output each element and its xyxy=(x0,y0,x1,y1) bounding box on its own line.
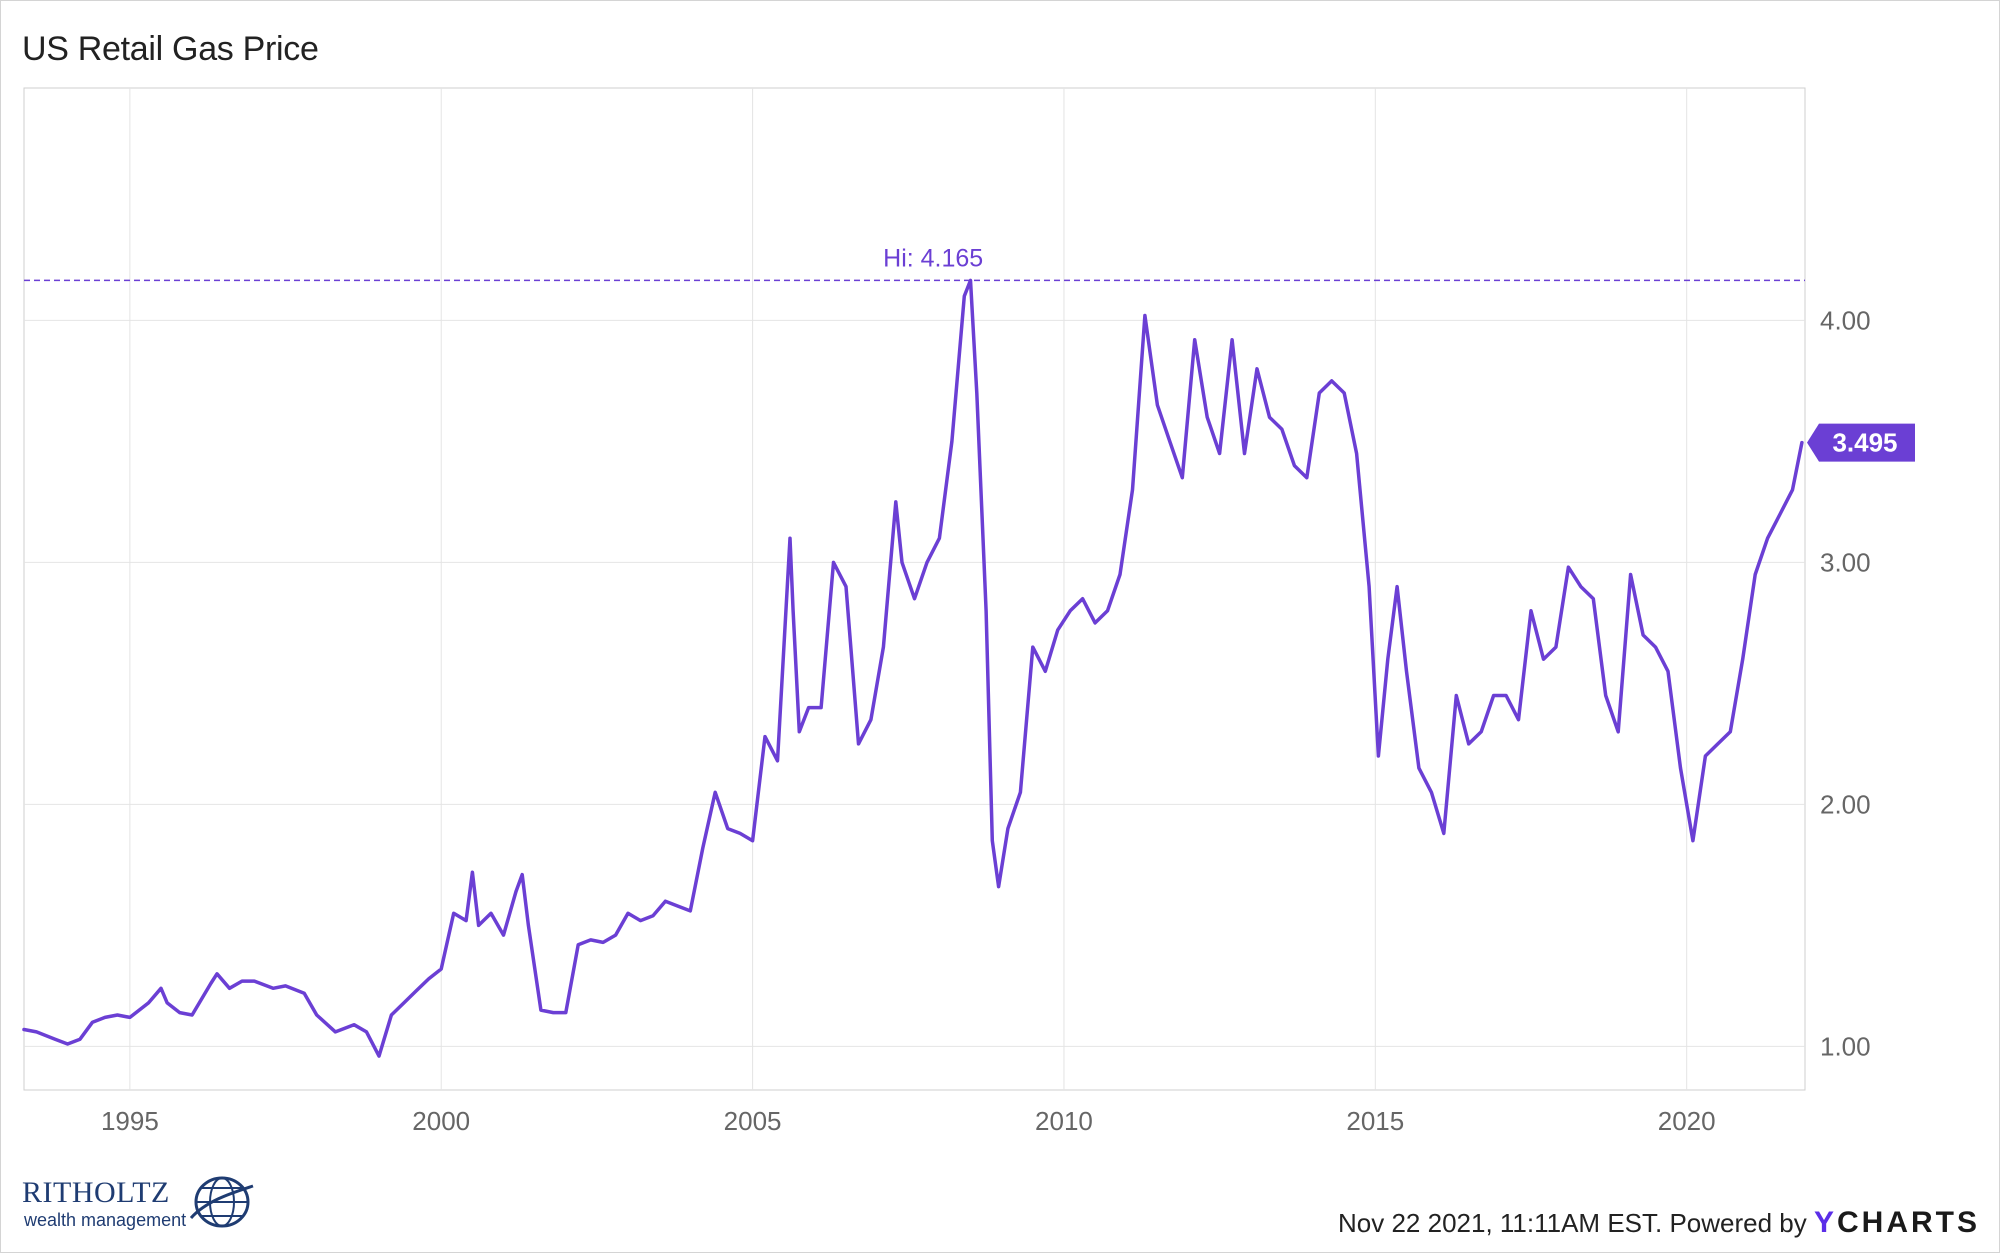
x-tick-label: 2015 xyxy=(1346,1106,1404,1136)
axis-layer: 1995 2000 2005 2010 2015 2020 1.00 2.00 3.00 4.00 xyxy=(101,305,1871,1136)
ycharts-brand-rest: CHARTS xyxy=(1837,1206,1980,1239)
logo-name: RITHOLTZ xyxy=(22,1176,170,1209)
gas-price-line xyxy=(22,278,1804,1058)
series-layer xyxy=(22,278,1804,1058)
x-tick-label: 2000 xyxy=(412,1106,470,1136)
chart-title: US Retail Gas Price xyxy=(22,30,319,68)
plot-area-border xyxy=(23,87,1806,1091)
globe-icon xyxy=(189,1176,254,1228)
y-tick-label: 2.00 xyxy=(1820,789,1871,819)
x-tick-label: 1995 xyxy=(101,1106,159,1136)
footer-attribution: Nov 22 2021, 11:11AM EST. Powered by YCH… xyxy=(1338,1206,1980,1240)
high-value-label: Hi: 4.165 xyxy=(883,244,983,272)
y-tick-label: 1.00 xyxy=(1820,1031,1871,1061)
ycharts-brand[interactable]: YCHARTS xyxy=(1814,1206,1980,1239)
y-tick-label: 4.00 xyxy=(1820,305,1871,335)
ritholtz-logo: RITHOLTZ wealth management xyxy=(22,1176,272,1236)
annotation-layer: Hi: 4.165 3.495 xyxy=(24,244,1915,462)
x-tick-label: 2020 xyxy=(1658,1106,1716,1136)
y-tick-label: 3.00 xyxy=(1820,547,1871,577)
last-value-label: 3.495 xyxy=(1832,428,1897,458)
x-tick-label: 2005 xyxy=(724,1106,782,1136)
logo-subtitle: wealth management xyxy=(24,1210,187,1230)
footer-timestamp: Nov 22 2021, 11:11AM EST. Powered by xyxy=(1338,1208,1807,1238)
x-tick-label: 2010 xyxy=(1035,1106,1093,1136)
grid-layer xyxy=(23,87,1806,1091)
last-value-tag xyxy=(1807,423,1915,462)
ycharts-brand-y: Y xyxy=(1813,1206,1837,1239)
